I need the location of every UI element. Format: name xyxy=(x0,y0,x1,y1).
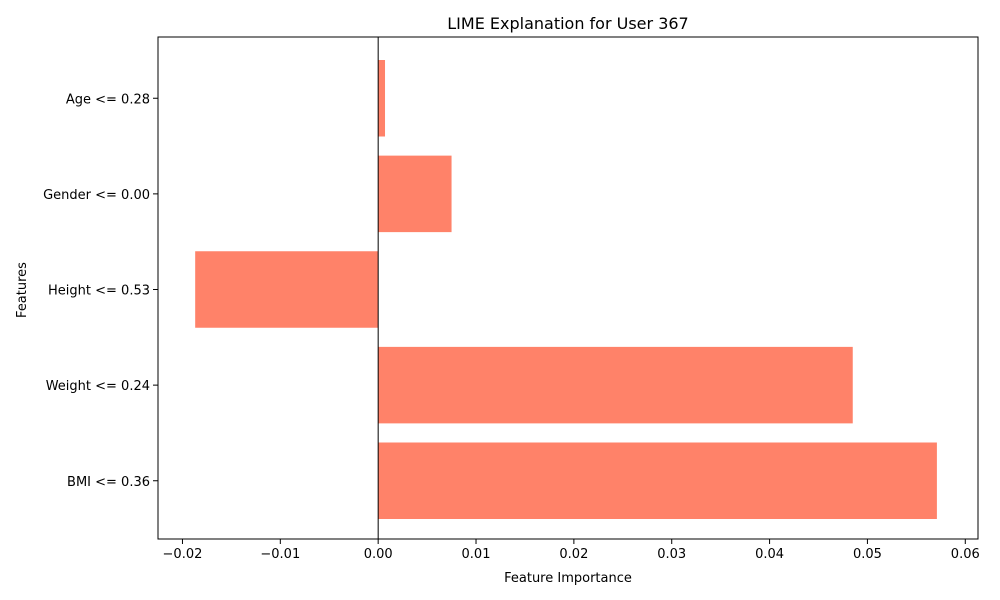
y-tick-label: Height <= 0.53 xyxy=(48,284,150,299)
x-axis-title: Feature Importance xyxy=(504,571,632,586)
bar-4 xyxy=(378,60,386,137)
x-tick-label: 0.04 xyxy=(755,547,784,562)
x-tick-label: 0.06 xyxy=(951,547,980,562)
y-axis-title: Features xyxy=(15,262,30,318)
bar-0 xyxy=(378,442,937,519)
y-tick-label: Gender <= 0.00 xyxy=(43,188,150,203)
x-axis-ticks: −0.02 −0.01 0.00 0.01 0.02 0.03 0.04 0.05 0.06 xyxy=(163,539,980,562)
y-tick-label: BMI <= 0.36 xyxy=(67,475,150,490)
x-tick-label: −0.01 xyxy=(260,547,300,562)
bar-1 xyxy=(378,346,853,424)
x-tick-label: 0.05 xyxy=(853,547,882,562)
bar-2 xyxy=(195,251,379,328)
chart-title: LIME Explanation for User 367 xyxy=(447,14,688,33)
bars-layer xyxy=(195,60,937,519)
x-tick-label: −0.02 xyxy=(163,547,203,562)
y-tick-label: Weight <= 0.24 xyxy=(46,379,150,394)
x-tick-label: 0.02 xyxy=(559,547,588,562)
x-tick-label: 0.01 xyxy=(462,547,491,562)
y-axis-ticks: BMI <= 0.36 Weight <= 0.24 Height <= 0.53 G… xyxy=(43,92,158,490)
y-tick-label: Age <= 0.28 xyxy=(66,92,150,107)
x-tick-label: 0.03 xyxy=(657,547,686,562)
x-tick-label: 0.00 xyxy=(364,547,393,562)
bar-3 xyxy=(378,155,452,233)
plot-frame xyxy=(157,36,979,540)
